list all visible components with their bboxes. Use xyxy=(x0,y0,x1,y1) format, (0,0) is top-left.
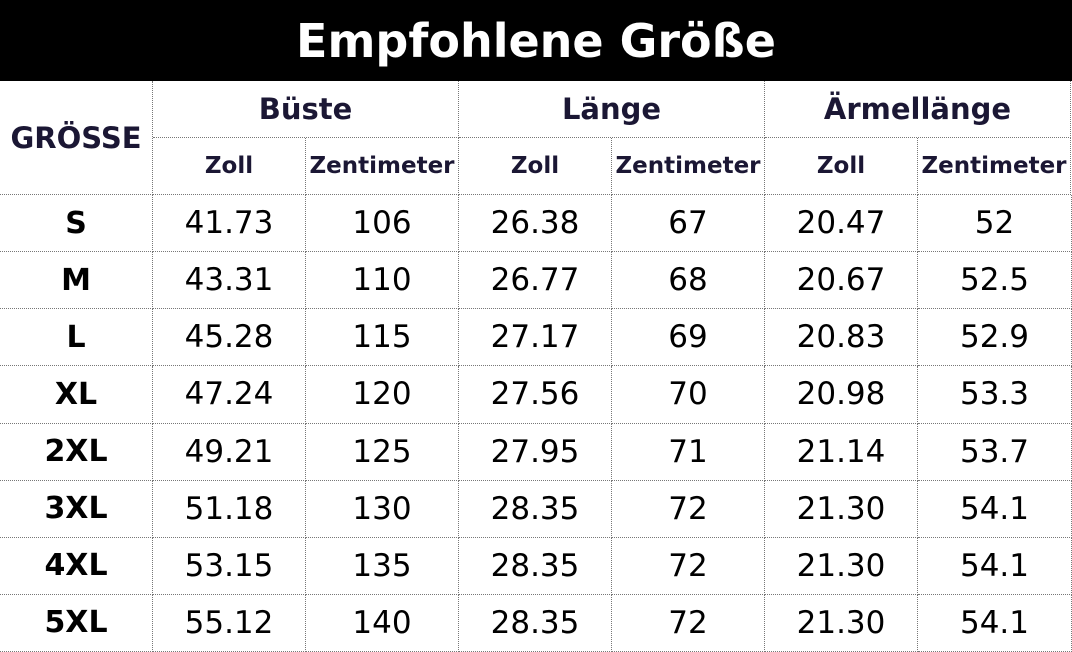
size-label: L xyxy=(0,309,153,367)
measurement: 55.12 xyxy=(153,594,306,652)
measurement: 47.24 xyxy=(153,366,306,424)
measurement: 41.73 xyxy=(153,195,306,253)
measurement: 53.15 xyxy=(153,537,306,595)
unit-header: Zoll xyxy=(459,138,612,195)
measurement: 21.14 xyxy=(765,423,918,481)
size-label: 2XL xyxy=(0,423,153,481)
unit-header: Zoll xyxy=(765,138,918,195)
measurement: 45.28 xyxy=(153,309,306,367)
measurement: 54.1 xyxy=(918,480,1072,538)
measurement: 69 xyxy=(612,309,765,367)
size-label: 3XL xyxy=(0,480,153,538)
measurement: 52.9 xyxy=(918,309,1072,367)
measurement: 26.38 xyxy=(459,195,612,253)
measurement: 110 xyxy=(306,252,459,310)
measurement: 20.83 xyxy=(765,309,918,367)
unit-header: Zoll xyxy=(153,138,306,195)
measurement: 115 xyxy=(306,309,459,367)
measurement: 21.30 xyxy=(765,594,918,652)
measurement: 27.56 xyxy=(459,366,612,424)
unit-header: Zentimeter xyxy=(918,138,1071,195)
measurement: 53.3 xyxy=(918,366,1072,424)
group-header: Länge xyxy=(459,81,765,138)
measurement: 54.1 xyxy=(918,594,1072,652)
unit-header: Zentimeter xyxy=(612,138,765,195)
measurement: 21.30 xyxy=(765,480,918,538)
measurement: 54.1 xyxy=(918,537,1072,595)
measurement: 49.21 xyxy=(153,423,306,481)
measurement: 67 xyxy=(612,195,765,253)
title: Empfohlene Größe xyxy=(0,0,1072,81)
measurement: 28.35 xyxy=(459,594,612,652)
measurement: 53.7 xyxy=(918,423,1072,481)
unit-header: Zentimeter xyxy=(306,138,459,195)
measurement: 43.31 xyxy=(153,252,306,310)
measurement: 140 xyxy=(306,594,459,652)
measurement: 68 xyxy=(612,252,765,310)
measurement: 20.98 xyxy=(765,366,918,424)
measurement: 72 xyxy=(612,537,765,595)
measurement: 130 xyxy=(306,480,459,538)
measurement: 20.47 xyxy=(765,195,918,253)
size-label: M xyxy=(0,252,153,310)
measurement: 20.67 xyxy=(765,252,918,310)
measurement: 72 xyxy=(612,480,765,538)
measurement: 72 xyxy=(612,594,765,652)
measurement: 71 xyxy=(612,423,765,481)
measurement: 106 xyxy=(306,195,459,253)
measurement: 27.95 xyxy=(459,423,612,481)
measurement: 120 xyxy=(306,366,459,424)
measurement: 125 xyxy=(306,423,459,481)
measurement: 28.35 xyxy=(459,537,612,595)
measurement: 51.18 xyxy=(153,480,306,538)
measurement: 28.35 xyxy=(459,480,612,538)
measurement: 26.77 xyxy=(459,252,612,310)
measurement: 70 xyxy=(612,366,765,424)
size-label: S xyxy=(0,195,153,253)
measurement: 27.17 xyxy=(459,309,612,367)
group-header: Büste xyxy=(153,81,459,138)
size-label: 4XL xyxy=(0,537,153,595)
corner-header: GRÖSSE xyxy=(0,81,153,195)
group-header: Ärmellänge xyxy=(765,81,1071,138)
measurement: 21.30 xyxy=(765,537,918,595)
size-label: XL xyxy=(0,366,153,424)
size-label: 5XL xyxy=(0,594,153,652)
measurement: 52.5 xyxy=(918,252,1072,310)
measurement: 135 xyxy=(306,537,459,595)
measurement: 52 xyxy=(918,195,1072,253)
